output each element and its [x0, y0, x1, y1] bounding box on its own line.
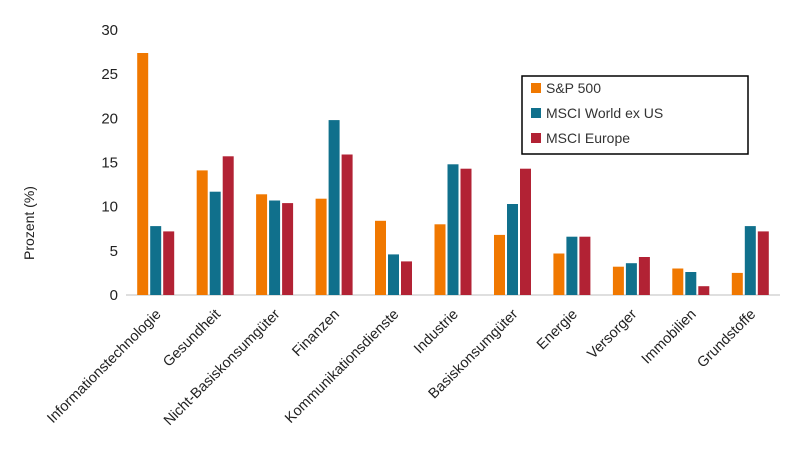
bar-nicht-basiskonsumg-ter-series-2 — [269, 200, 281, 295]
bar-gesundheit-series-3 — [222, 156, 234, 295]
bar-finanzen-series-2 — [328, 120, 340, 295]
legend-box — [521, 75, 749, 155]
bar-immobilien-series-2 — [685, 272, 697, 295]
y-tick-label: 0 — [110, 287, 118, 304]
bar-finanzen-series-1 — [315, 198, 327, 295]
bar-kommunikationsdienste-series-3 — [401, 261, 412, 295]
legend-swatch-3 — [531, 133, 541, 143]
category-labels: InformationstechnologieGesundheitNicht-B… — [44, 306, 759, 429]
y-axis-ticks: 0 5 10 15 20 25 30 — [101, 22, 118, 304]
bar-gesundheit-series-1 — [196, 170, 208, 295]
bar-basiskonsumg-ter-series-1 — [494, 234, 505, 295]
legend-label-2: MSCI World ex US — [546, 105, 663, 121]
bar-immobilien-series-1 — [672, 268, 684, 295]
category-label: Informationstechnologie — [44, 307, 164, 427]
y-tick-label: 30 — [101, 22, 118, 39]
y-tick-label: 25 — [101, 66, 118, 83]
bar-kommunikationsdienste-series-2 — [388, 254, 399, 295]
category-label: Industrie — [411, 307, 462, 358]
legend: S&P 500 MSCI World ex US MSCI Europe — [521, 75, 749, 155]
bar-nicht-basiskonsumg-ter-series-3 — [282, 203, 294, 295]
category-label: Grundstoffe — [694, 307, 759, 372]
category-label: Immobilien — [639, 307, 700, 368]
bar-industrie-series-3 — [460, 168, 472, 295]
y-tick-label: 20 — [101, 110, 118, 127]
y-axis-title: Prozent (%) — [21, 186, 37, 260]
y-tick-label: 15 — [101, 155, 118, 172]
bar-grundstoffe-series-1 — [731, 272, 743, 295]
y-tick-label: 5 — [110, 243, 118, 260]
bar-immobilien-series-3 — [698, 286, 710, 295]
bars-group — [137, 53, 769, 295]
bar-energie-series-2 — [566, 236, 578, 295]
category-label: Nicht-Basiskonsumgüter — [161, 306, 284, 429]
category-label: Kommunikationsdienste — [282, 307, 402, 427]
bar-grundstoffe-series-2 — [744, 226, 756, 295]
legend-label-3: MSCI Europe — [546, 130, 630, 146]
bar-informationstechnologie-series-2 — [150, 226, 162, 295]
bar-industrie-series-1 — [434, 224, 446, 295]
category-label: Finanzen — [289, 307, 342, 360]
y-axis-title-text: Prozent (%) — [21, 186, 37, 260]
bar-informationstechnologie-series-1 — [137, 53, 149, 295]
legend-swatch-2 — [531, 108, 541, 118]
legend-swatch-1 — [531, 83, 541, 93]
bar-energie-series-1 — [553, 253, 565, 295]
category-label: Gesundheit — [160, 307, 224, 371]
bar-gesundheit-series-2 — [209, 191, 221, 295]
y-tick-label: 10 — [101, 199, 118, 216]
bar-kommunikationsdienste-series-1 — [375, 220, 386, 295]
bar-industrie-series-2 — [447, 164, 459, 295]
category-label: Versorger — [584, 306, 640, 362]
bar-versorger-series-2 — [625, 263, 637, 295]
legend-label-1: S&P 500 — [546, 80, 601, 96]
bar-basiskonsumg-ter-series-3 — [520, 168, 531, 295]
bar-versorger-series-1 — [612, 266, 624, 295]
bar-grundstoffe-series-3 — [757, 231, 769, 295]
bar-energie-series-3 — [579, 236, 591, 295]
bar-informationstechnologie-series-3 — [163, 231, 175, 295]
bar-basiskonsumg-ter-series-2 — [507, 204, 518, 295]
bar-versorger-series-3 — [638, 257, 650, 295]
bar-nicht-basiskonsumg-ter-series-1 — [256, 194, 268, 295]
bar-finanzen-series-3 — [341, 154, 353, 295]
category-label: Energie — [534, 307, 581, 354]
